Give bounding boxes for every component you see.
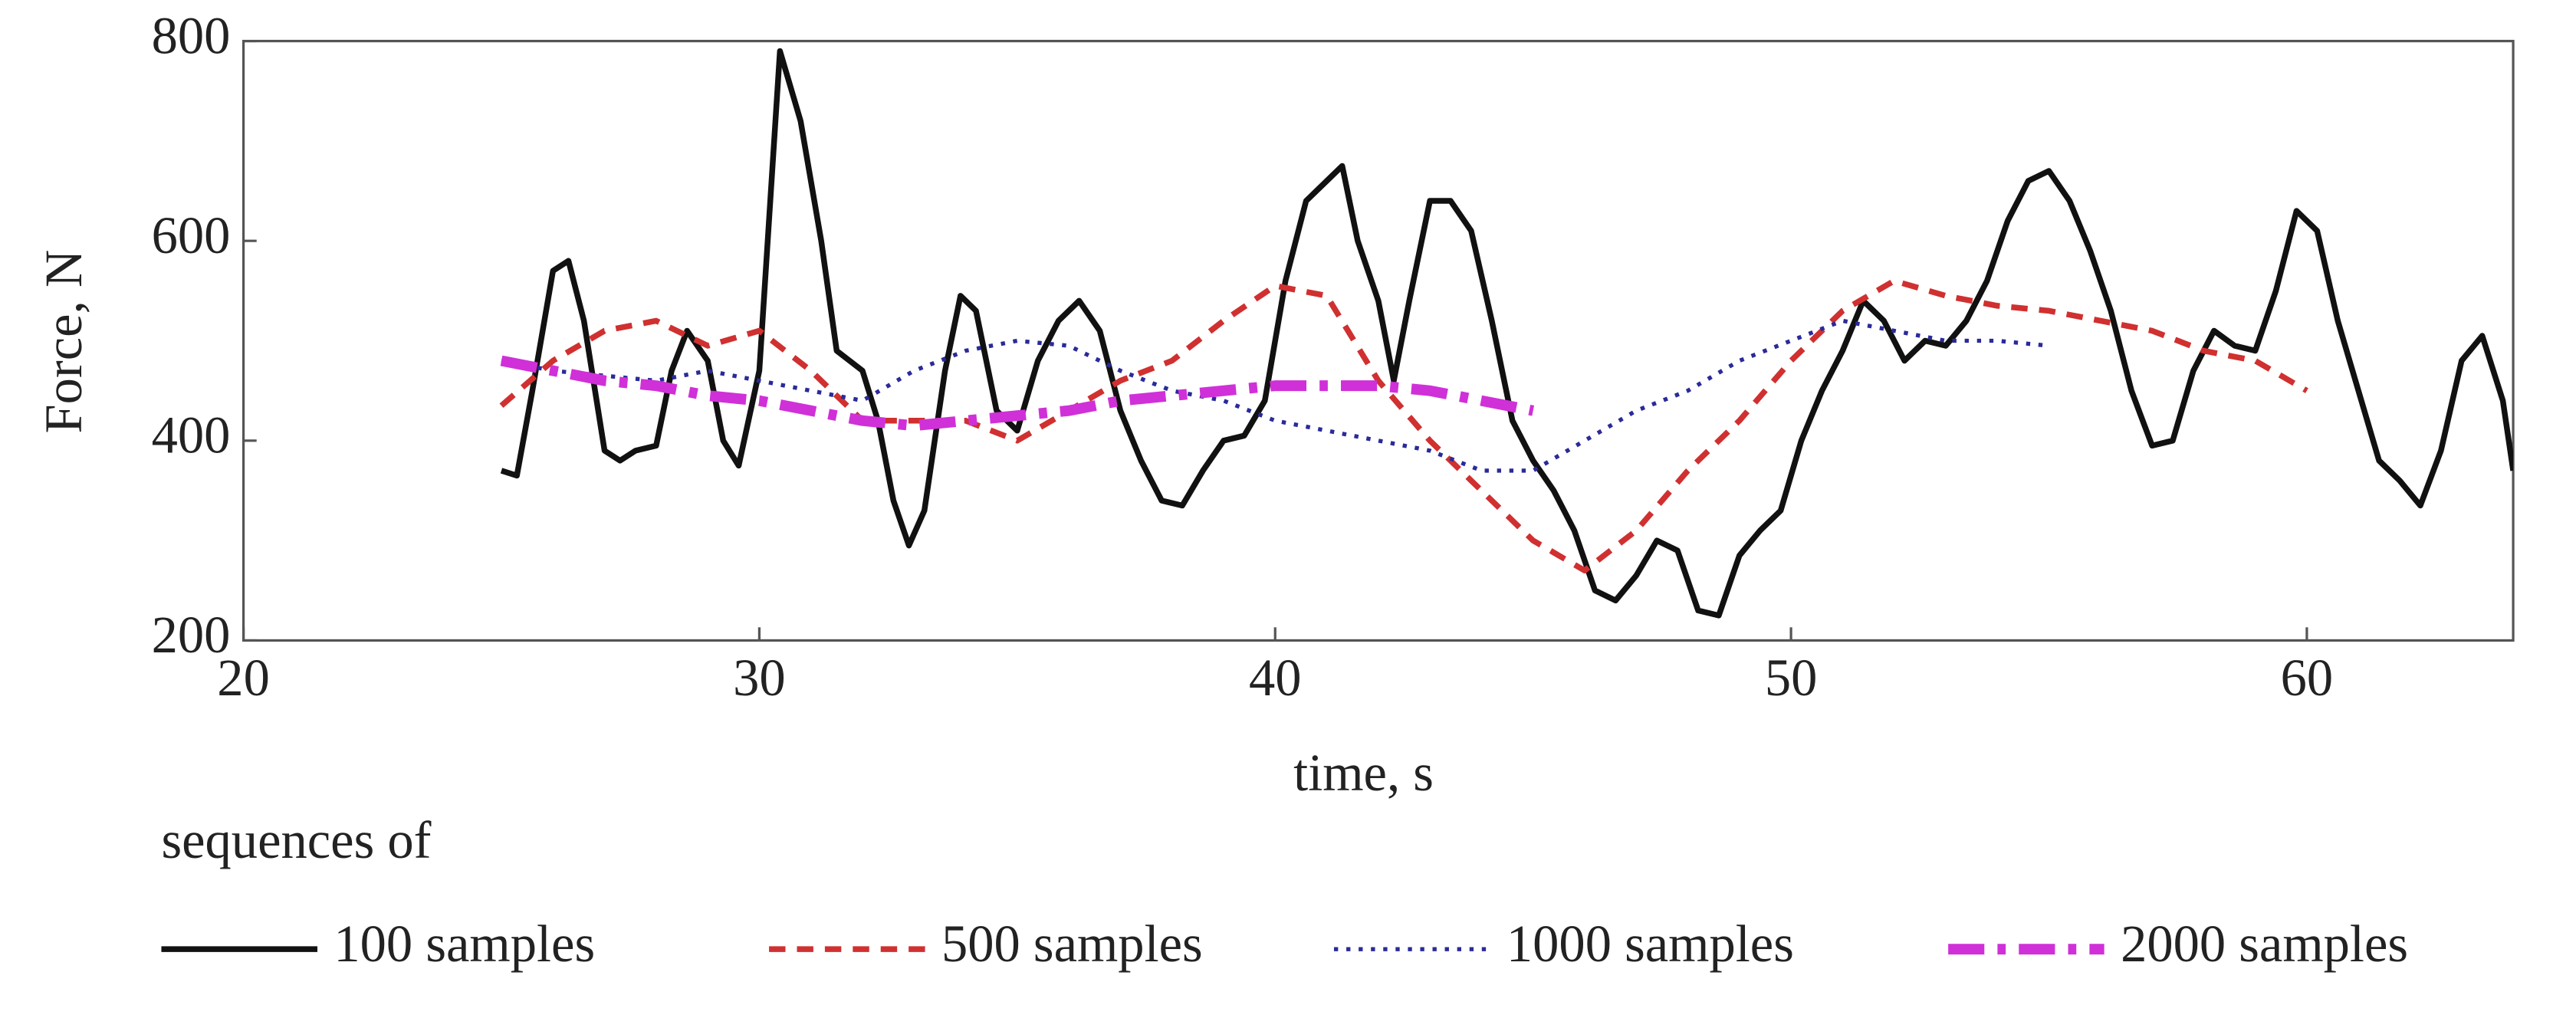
y-tick-label: 200 <box>152 606 231 664</box>
legend-title: sequences of <box>161 811 431 869</box>
x-tick-label: 20 <box>217 649 270 707</box>
series-line <box>501 318 2049 473</box>
y-tick-label: 600 <box>152 206 231 264</box>
series-line <box>499 278 2308 573</box>
x-tick-label: 60 <box>2281 649 2334 707</box>
x-tick-label: 30 <box>733 649 786 707</box>
series-line <box>500 48 2514 619</box>
y-axis-label: Force, N <box>34 250 93 434</box>
legend-label: 1000 samples <box>1506 915 1794 973</box>
series-line <box>500 355 1534 432</box>
y-tick-label: 400 <box>152 406 231 465</box>
x-axis-label: time, s <box>1293 744 1434 802</box>
x-tick-label: 50 <box>1765 649 1818 707</box>
legend-label: 2000 samples <box>2121 915 2408 973</box>
y-tick-label: 800 <box>152 6 231 64</box>
plot-frame <box>242 39 2515 642</box>
legend-label: 100 samples <box>334 915 595 973</box>
x-tick-label: 40 <box>1249 649 1302 707</box>
legend-label: 500 samples <box>941 915 1203 973</box>
